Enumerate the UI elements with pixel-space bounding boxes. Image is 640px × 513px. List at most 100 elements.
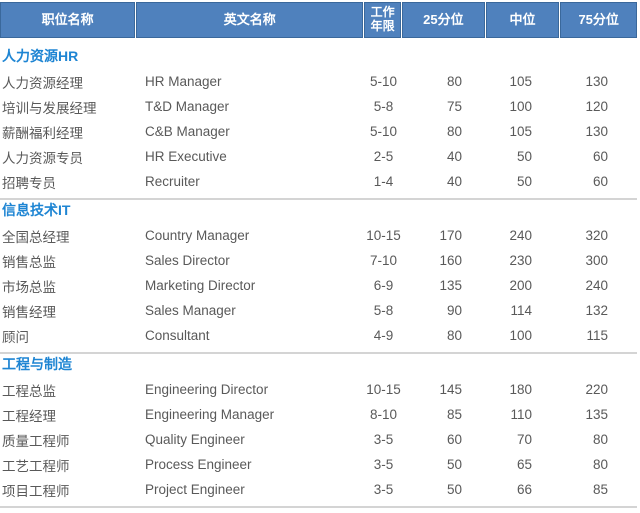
cell-position-cn: 工程经理 [2,408,56,424]
section-title: 人力资源HR [2,48,79,64]
column-header-75th-percentile: 75分位 [560,2,637,38]
cell-position-cn: 市场总监 [2,279,56,295]
cell-position-cn: 工程总监 [2,383,56,399]
cell-years: 5-10 [369,74,398,89]
cell-75th-percentile: 80 [592,432,608,447]
cell-75th-percentile: 135 [585,407,608,422]
table-row: 工艺工程师 Process Engineer 3-5 50 65 80 [0,452,640,477]
cell-median: 180 [509,382,532,397]
table-row: 销售经理 Sales Manager 5-8 90 114 132 [0,298,640,323]
cell-25th-percentile: 160 [439,253,462,268]
cell-25th-percentile: 170 [439,228,462,243]
cell-median: 230 [509,253,532,268]
cell-75th-percentile: 60 [592,174,608,189]
cell-position-cn: 销售总监 [2,254,56,270]
cell-position-cn: 质量工程师 [2,433,70,449]
cell-median: 114 [510,303,532,318]
table-row: 销售总监 Sales Director 7-10 160 230 300 [0,248,640,273]
cell-position-en: T&D Manager [145,99,230,114]
cell-median: 70 [516,432,532,447]
cell-75th-percentile: 300 [585,253,608,268]
cell-position-en: HR Executive [145,149,227,164]
section-divider [0,198,637,200]
table-section: 信息技术IT 全国总经理 Country Manager 10-15 170 240 320… [0,200,640,354]
cell-position-en: Sales Director [145,253,230,268]
cell-years: 10-15 [366,228,401,243]
cell-median: 105 [509,124,532,139]
cell-median: 50 [516,149,532,164]
cell-75th-percentile: 60 [592,149,608,164]
cell-years: 10-15 [366,382,401,397]
cell-25th-percentile: 40 [446,149,462,164]
table-row: 项目工程师 Project Engineer 3-5 50 66 85 [0,477,640,502]
table-row: 薪酬福利经理 C&B Manager 5-10 80 105 130 [0,119,640,144]
cell-position-en: Engineering Director [145,382,269,397]
column-header-years: 工作 年限 [364,2,402,38]
cell-position-en: HR Manager [145,74,222,89]
cell-75th-percentile: 240 [585,278,608,293]
cell-median: 110 [510,407,532,422]
cell-25th-percentile: 75 [446,99,462,114]
cell-median: 50 [516,174,532,189]
cell-position-en: Sales Manager [145,303,236,318]
cell-years: 5-8 [373,99,394,114]
table-row: 人力资源专员 HR Executive 2-5 40 50 60 [0,144,640,169]
cell-position-cn: 招聘专员 [2,175,56,191]
table-row: 顾问 Consultant 4-9 80 100 115 [0,323,640,348]
section-title: 工程与制造 [2,356,72,372]
cell-75th-percentile: 80 [592,457,608,472]
cell-position-cn: 销售经理 [2,304,56,320]
column-header-median: 中位 [485,2,560,38]
cell-25th-percentile: 40 [446,174,462,189]
cell-position-en: Process Engineer [145,457,252,472]
cell-median: 100 [509,99,532,114]
table-row: 工程总监 Engineering Director 10-15 145 180 220 [0,377,640,402]
cell-75th-percentile: 130 [585,124,608,139]
cell-25th-percentile: 50 [446,457,462,472]
cell-position-cn: 薪酬福利经理 [2,125,83,141]
section-rows: 全国总经理 Country Manager 10-15 170 240 320 销售总监 Sa… [0,223,640,348]
table-header-row: 职位名称 英文名称 工作 年限 25分位 中位 75分位 [0,2,637,38]
table-row: 质量工程师 Quality Engineer 3-5 60 70 80 [0,427,640,452]
cell-75th-percentile: 320 [585,228,608,243]
cell-position-en: Quality Engineer [145,432,245,447]
cell-position-en: Country Manager [145,228,250,243]
table-row: 工程经理 Engineering Manager 8-10 85 110 135 [0,402,640,427]
table-row: 人力资源经理 HR Manager 5-10 80 105 130 [0,69,640,94]
cell-median: 240 [509,228,532,243]
cell-position-en: Marketing Director [145,278,256,293]
table-row: 培训与发展经理 T&D Manager 5-8 75 100 120 [0,94,640,119]
cell-75th-percentile: 220 [585,382,608,397]
section-divider [0,352,637,354]
cell-median: 105 [509,74,532,89]
cell-position-cn: 人力资源经理 [2,75,83,91]
cell-median: 66 [516,482,532,497]
cell-median: 100 [509,328,532,343]
cell-25th-percentile: 50 [446,482,462,497]
column-header-position-en: 英文名称 [136,2,364,38]
section-rows: 工程总监 Engineering Director 10-15 145 180 220 工程… [0,377,640,502]
cell-years: 2-5 [373,149,394,164]
cell-years: 3-5 [373,432,394,447]
table-row: 市场总监 Marketing Director 6-9 135 200 240 [0,273,640,298]
cell-position-cn: 全国总经理 [2,229,70,245]
cell-years: 4-9 [373,328,394,343]
cell-position-en: Project Engineer [145,482,245,497]
cell-position-cn: 培训与发展经理 [2,100,97,116]
cell-25th-percentile: 80 [446,124,462,139]
cell-25th-percentile: 80 [446,74,462,89]
cell-25th-percentile: 135 [439,278,462,293]
cell-years: 6-9 [373,278,394,293]
cell-position-en: C&B Manager [145,124,230,139]
table-section: 工程与制造 工程总监 Engineering Director 10-15 145 180… [0,354,640,508]
cell-years: 1-4 [373,174,394,189]
table-section: 人力资源HR 人力资源经理 HR Manager 5-10 80 105 130 培训与发展经… [0,46,640,200]
cell-25th-percentile: 85 [446,407,462,422]
table-row: 全国总经理 Country Manager 10-15 170 240 320 [0,223,640,248]
table-body: 人力资源HR 人力资源经理 HR Manager 5-10 80 105 130 培训与发展经… [0,46,640,508]
cell-75th-percentile: 120 [585,99,608,114]
column-header-position-cn: 职位名称 [0,2,136,38]
cell-25th-percentile: 60 [446,432,462,447]
cell-position-en: Consultant [145,328,210,343]
